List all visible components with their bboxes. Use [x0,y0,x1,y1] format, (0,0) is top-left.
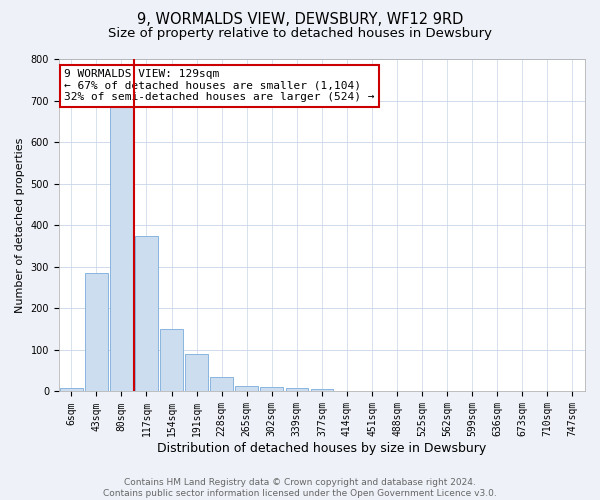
Bar [185,354,208,392]
Bar [135,236,158,392]
Bar [260,388,283,392]
Bar [110,104,133,392]
Bar [235,386,258,392]
X-axis label: Distribution of detached houses by size in Dewsbury: Distribution of detached houses by size … [157,442,487,455]
Text: 9 WORMALDS VIEW: 129sqm
← 67% of detached houses are smaller (1,104)
32% of semi: 9 WORMALDS VIEW: 129sqm ← 67% of detache… [64,69,374,102]
Bar [286,388,308,392]
Text: Size of property relative to detached houses in Dewsbury: Size of property relative to detached ho… [108,28,492,40]
Bar [160,329,183,392]
Bar [311,389,333,392]
Bar [85,273,107,392]
Bar [60,388,83,392]
Bar [211,377,233,392]
Text: Contains HM Land Registry data © Crown copyright and database right 2024.
Contai: Contains HM Land Registry data © Crown c… [103,478,497,498]
Text: 9, WORMALDS VIEW, DEWSBURY, WF12 9RD: 9, WORMALDS VIEW, DEWSBURY, WF12 9RD [137,12,463,28]
Y-axis label: Number of detached properties: Number of detached properties [15,138,25,313]
